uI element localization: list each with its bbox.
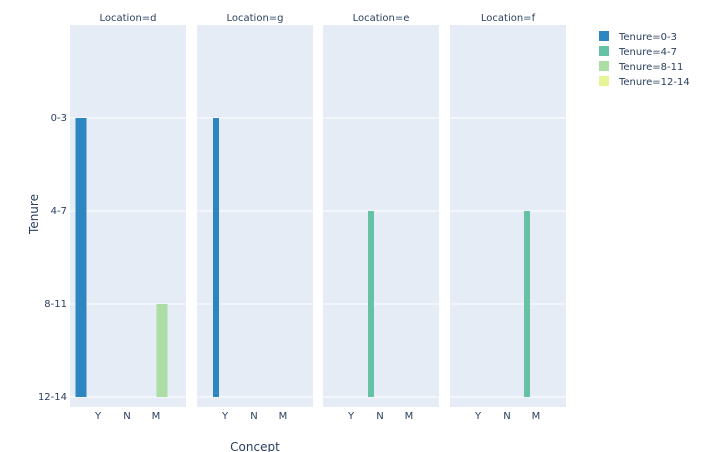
bar-g-Y [213, 118, 219, 397]
y-tick-label: 8-11 [44, 299, 67, 310]
facet-d: Location=d Y N M [70, 13, 186, 422]
x-tick-label: Y [94, 411, 102, 422]
facet-background [323, 25, 439, 407]
bar-f-M [524, 211, 530, 397]
bar-d-Y [75, 118, 87, 397]
legend-swatch [599, 61, 609, 71]
facet-title: Location=d [99, 13, 156, 24]
x-tick-label: N [123, 411, 130, 422]
facet-background [450, 25, 566, 407]
x-tick-label: M [405, 411, 414, 422]
facet-background [70, 25, 186, 407]
legend-item[interactable]: Tenure=4-7 [599, 46, 677, 58]
x-tick-label: M [152, 411, 161, 422]
legend-item[interactable]: Tenure=12-14 [599, 76, 690, 88]
legend-swatch [599, 76, 609, 86]
legend-label: Tenure=8-11 [618, 62, 683, 73]
x-tick-label: N [376, 411, 383, 422]
bar-d-M [156, 304, 168, 397]
legend: Tenure=0-3 Tenure=4-7 Tenure=8-11 Tenure=12… [599, 31, 690, 88]
x-tick-label: Y [221, 411, 229, 422]
legend-swatch [599, 46, 609, 56]
legend-label: Tenure=0-3 [618, 32, 677, 43]
x-tick-label: M [532, 411, 541, 422]
x-tick-label: Y [347, 411, 355, 422]
y-tick-label: 12-14 [38, 392, 67, 403]
facet-f: Location=f Y N M [450, 13, 566, 422]
y-axis-ticks: 0-3 4-7 8-11 12-14 [38, 113, 67, 403]
y-axis-title: Tenure [27, 194, 41, 235]
x-tick-label: N [250, 411, 257, 422]
legend-label: Tenure=12-14 [618, 77, 690, 88]
legend-item[interactable]: Tenure=0-3 [599, 31, 677, 43]
facet-title: Location=e [353, 13, 410, 24]
bar-e-N [368, 211, 374, 397]
facet-title: Location=f [481, 13, 536, 24]
legend-item[interactable]: Tenure=8-11 [599, 61, 683, 73]
x-axis-title: Concept [230, 440, 280, 452]
x-tick-label: Y [474, 411, 482, 422]
legend-label: Tenure=4-7 [618, 47, 677, 58]
facet-e: Location=e Y N M [323, 13, 439, 422]
legend-swatch [599, 31, 609, 41]
x-tick-label: N [503, 411, 510, 422]
y-tick-label: 4-7 [51, 206, 67, 217]
y-tick-label: 0-3 [51, 113, 67, 124]
facet-title: Location=g [226, 13, 283, 24]
x-tick-label: M [279, 411, 288, 422]
